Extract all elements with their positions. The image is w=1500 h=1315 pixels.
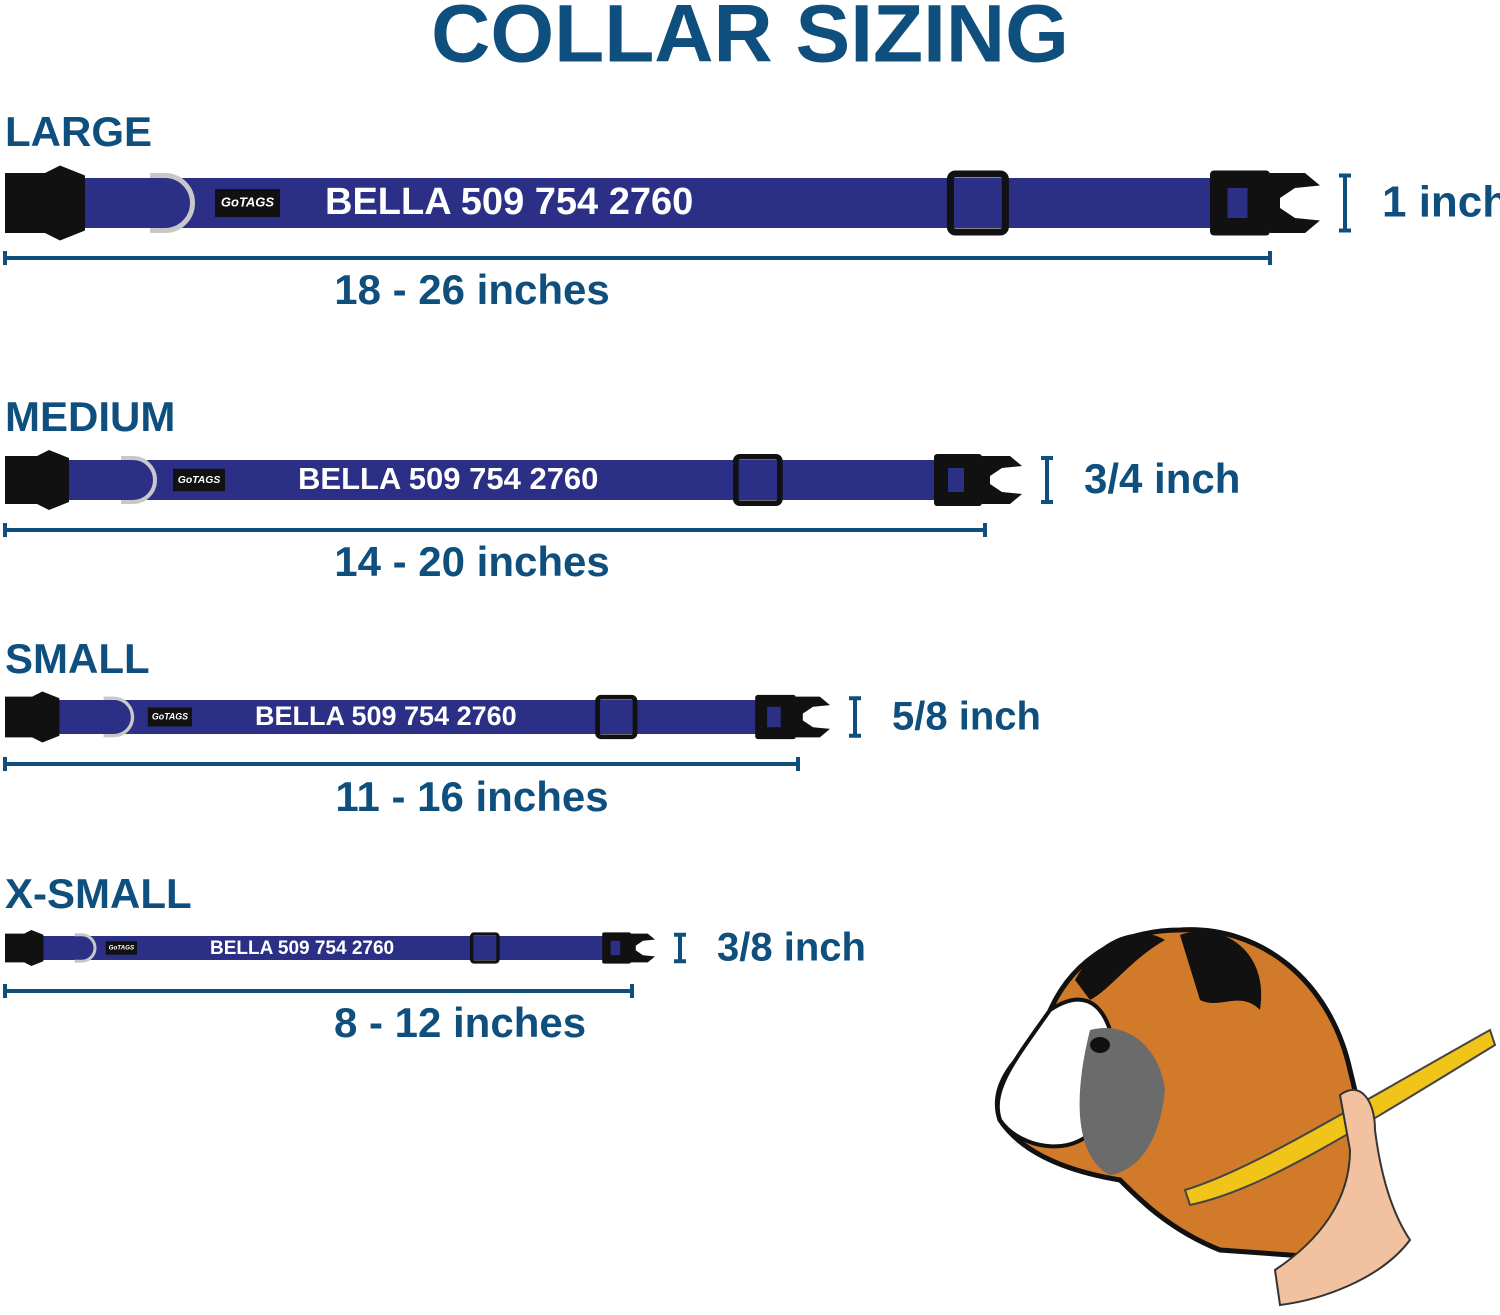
hand <box>1273 1088 1412 1307</box>
dog-ear <box>1180 931 1262 1010</box>
width-label: 1 inch <box>1382 178 1500 227</box>
logo-text: GoTAGS <box>152 711 188 721</box>
width-marker <box>849 696 861 738</box>
size-name: SMALL <box>5 635 150 682</box>
slider <box>469 932 500 964</box>
size-name: MEDIUM <box>5 393 175 440</box>
d-ring <box>121 456 157 504</box>
buckle-prong <box>631 933 655 963</box>
logo-patch <box>147 707 192 727</box>
size-name: X-SMALL <box>5 870 192 917</box>
logo-patch <box>173 468 225 492</box>
size-row: SMALL GoTAGS BELLA 509 754 2760 5/8 inch 11 … <box>3 635 1041 820</box>
title: COLLAR SIZING <box>431 0 1069 80</box>
buckle-left <box>5 450 69 510</box>
width-label: 3/8 inch <box>717 926 866 970</box>
logo-text: GoTAGS <box>178 475 221 486</box>
buckle-left <box>5 165 85 241</box>
engraving: BELLA 509 754 2760 <box>298 461 598 496</box>
width-marker <box>1041 456 1053 504</box>
dog-mask <box>1079 1028 1165 1175</box>
buckle-left <box>5 691 60 743</box>
buckle-window <box>1227 188 1248 218</box>
engraving: BELLA 509 754 2760 <box>255 701 517 731</box>
size-row: MEDIUM GoTAGS BELLA 509 754 2760 3/4 inch 14… <box>3 393 1240 585</box>
size-row: LARGE GoTAGS BELLA 509 754 2760 1 inch 18 - … <box>3 108 1500 313</box>
measuring-tape <box>1183 1028 1497 1207</box>
slider <box>946 170 1009 236</box>
width-marker <box>674 932 686 964</box>
dog-eye <box>1090 1037 1110 1053</box>
collar-band <box>40 936 627 960</box>
dog-illustration <box>994 927 1497 1307</box>
buckle-prong <box>1270 173 1320 233</box>
engraving: BELLA 509 754 2760 <box>210 938 394 959</box>
length-line <box>3 984 634 998</box>
length-line <box>3 523 987 537</box>
length-label: 8 - 12 inches <box>334 999 586 1046</box>
buckle-window <box>610 940 621 956</box>
size-name: LARGE <box>5 108 152 155</box>
length-line <box>3 757 800 771</box>
logo-patch <box>215 189 280 217</box>
logo-text: GoTAGS <box>221 194 275 209</box>
size-row: X-SMALL GoTAGS BELLA 509 754 2760 3/8 inch 8… <box>3 870 866 1046</box>
buckle-window <box>767 706 781 728</box>
length-label: 14 - 20 inches <box>334 538 609 585</box>
buckle-window <box>948 468 964 492</box>
logo-patch <box>105 941 137 955</box>
dog-ear <box>1075 933 1165 1000</box>
engraving: BELLA 509 754 2760 <box>325 181 693 223</box>
d-ring <box>103 696 135 738</box>
length-line <box>3 251 1272 265</box>
width-label: 3/4 inch <box>1084 455 1240 502</box>
d-ring <box>150 173 195 233</box>
length-label: 18 - 26 inches <box>334 266 609 313</box>
slider <box>733 453 783 506</box>
width-label: 5/8 inch <box>892 695 1041 739</box>
d-ring <box>74 933 97 963</box>
buckle-left <box>5 930 44 966</box>
buckle-prong <box>982 456 1022 504</box>
logo-text: GoTAGS <box>109 945 135 952</box>
slider <box>595 694 638 740</box>
length-label: 11 - 16 inches <box>335 773 608 820</box>
buckle-prong <box>796 696 830 738</box>
width-marker <box>1339 173 1351 233</box>
